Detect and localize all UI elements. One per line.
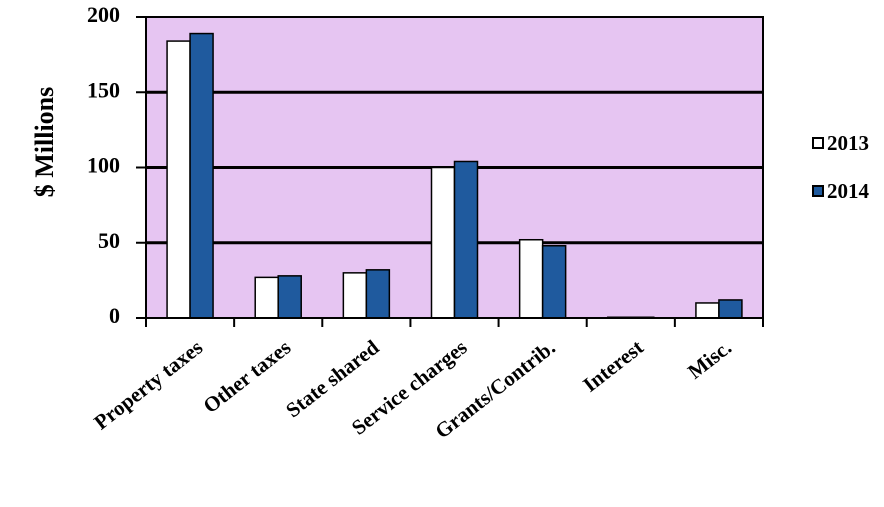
bar-2013-property-taxes <box>166 40 191 319</box>
x-tick-label: Interest <box>578 335 648 397</box>
bar-2013-service-charges <box>430 166 456 319</box>
y-tick-label-100: 100 <box>87 153 120 178</box>
y-tick-labels: 0 50 100 150 200 <box>87 2 146 328</box>
bars <box>166 32 743 319</box>
y-tick-label-150: 150 <box>87 77 120 102</box>
legend-swatch-2013 <box>812 137 824 149</box>
bar-2014-state-shared <box>365 269 391 319</box>
legend-swatch-2014 <box>812 185 824 197</box>
bar-2014-grants-contrib- <box>541 245 567 319</box>
bar-2013-state-shared <box>342 272 368 319</box>
bar-2014-misc- <box>718 299 743 319</box>
legend: 2013 2014 <box>812 130 884 228</box>
bar-2014-property-taxes <box>189 32 214 319</box>
x-tick-label: Misc. <box>683 335 736 384</box>
bar-2013-grants-contrib- <box>518 238 544 319</box>
bar-2014-other-taxes <box>277 275 302 319</box>
y-axis-label: $ Millions <box>30 87 59 198</box>
legend-item-2013: 2013 <box>812 130 884 155</box>
legend-item-2014: 2014 <box>812 178 884 203</box>
y-tick-label-0: 0 <box>109 303 120 328</box>
legend-label-2013: 2013 <box>827 130 869 155</box>
x-tick-label: Other taxes <box>199 335 296 418</box>
y-tick-label-50: 50 <box>98 228 120 253</box>
x-tick-label: Property taxes <box>89 335 207 434</box>
bar-2014-service-charges <box>453 160 479 319</box>
y-tick-label-200: 200 <box>87 2 120 27</box>
bar-2013-other-taxes <box>254 276 279 319</box>
bar-2013-misc- <box>695 302 720 319</box>
legend-label-2014: 2014 <box>827 178 869 203</box>
